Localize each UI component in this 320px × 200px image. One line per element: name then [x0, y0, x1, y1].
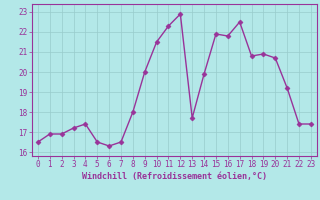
X-axis label: Windchill (Refroidissement éolien,°C): Windchill (Refroidissement éolien,°C)	[82, 172, 267, 181]
